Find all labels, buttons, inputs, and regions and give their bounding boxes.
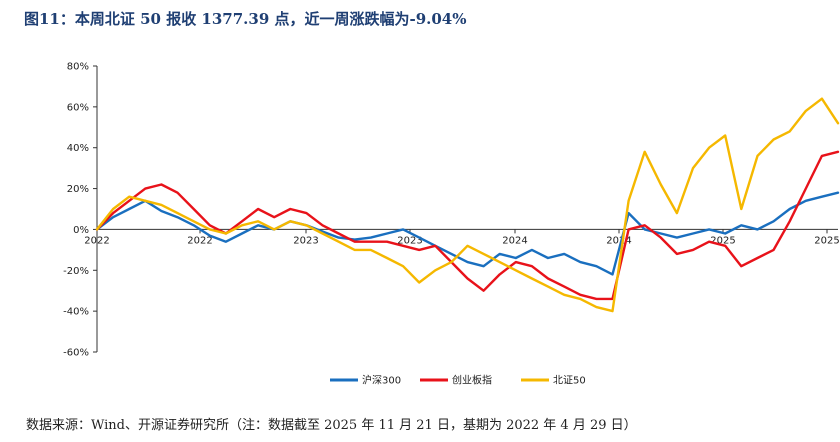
legend-label: 北证50	[553, 375, 586, 387]
x-tick-label: 2025	[814, 235, 839, 246]
y-tick-label: 60%	[67, 102, 89, 113]
x-tick-label: 2022	[187, 235, 212, 246]
y-tick-label: -40%	[63, 307, 89, 318]
y-tick-label: -20%	[63, 266, 89, 277]
y-axis: 80% 60% 40% 20% 0% -20% -40% -60%	[63, 62, 98, 359]
legend: 沪深300 创业板指 北证50	[330, 374, 586, 387]
series-line-3	[95, 97, 840, 313]
y-tick-label: -60%	[63, 348, 89, 359]
source-note: 数据来源：Wind、开源证券研究所（注：数据截至 2025 年 11 月 21 …	[26, 418, 637, 433]
x-tick-label: 2025	[710, 235, 735, 246]
y-tick-label: 40%	[67, 143, 89, 154]
x-tick-label: 2024	[502, 235, 527, 246]
series-line-2	[95, 150, 840, 301]
legend-label: 创业板指	[452, 374, 492, 387]
series-line-1	[95, 191, 840, 276]
y-tick-label: 20%	[67, 184, 89, 195]
x-tick-label: 2022	[84, 235, 109, 246]
y-tick-label: 80%	[67, 62, 89, 73]
x-tick-label: 2024	[606, 235, 631, 246]
chart-title: 图11：本周北证 50 报收 1377.39 点，近一周涨跌幅为-9.04%	[24, 10, 467, 28]
series-lines	[95, 97, 840, 313]
legend-label: 沪深300	[362, 374, 401, 387]
x-tick-label: 2023	[293, 235, 318, 246]
y-tick-label: 0%	[73, 225, 89, 236]
x-tick-label: 2023	[397, 235, 422, 246]
